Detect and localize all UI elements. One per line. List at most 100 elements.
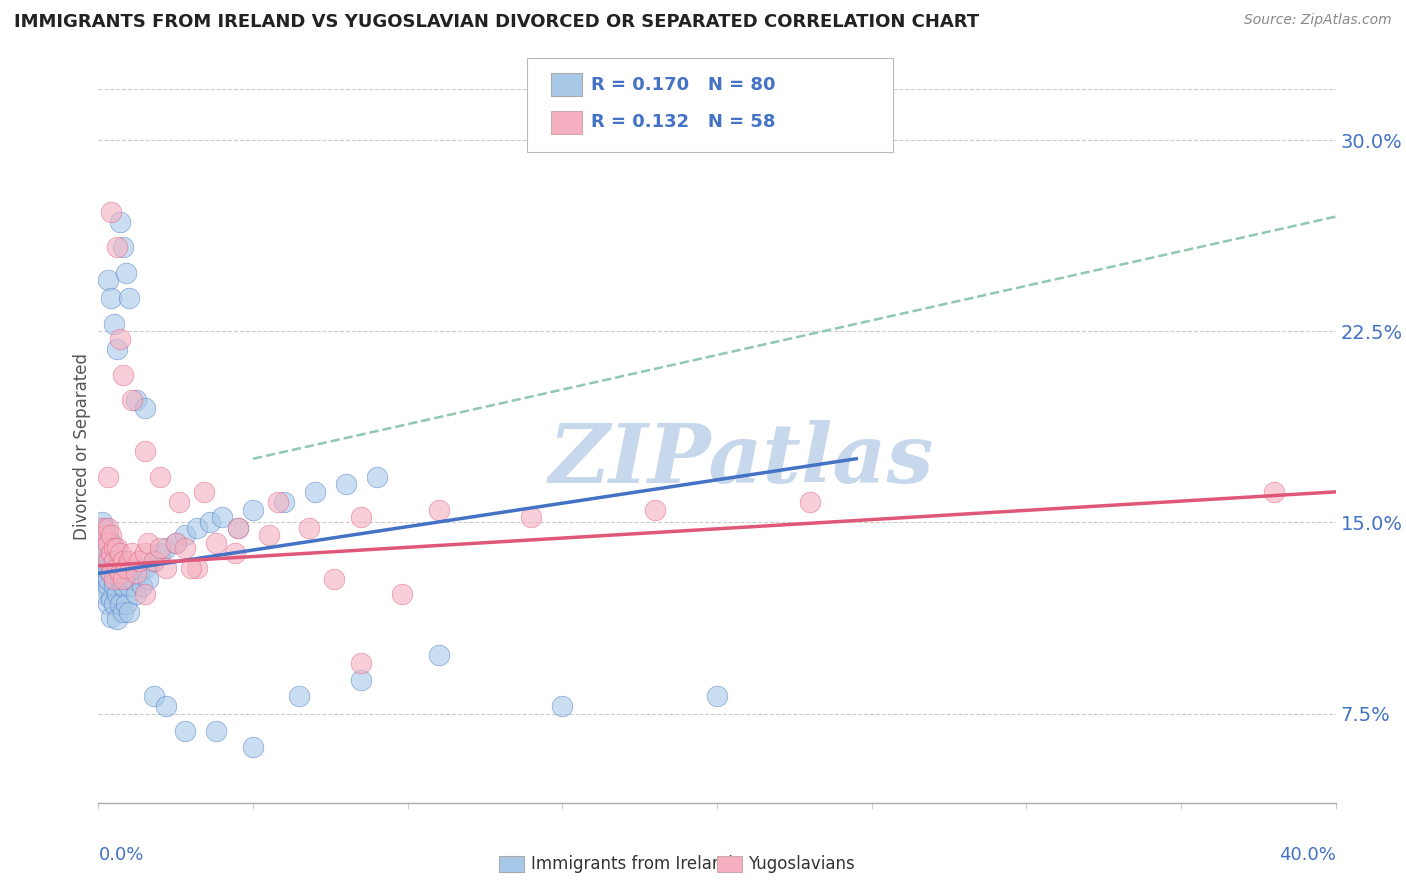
Point (335, 477, 357, 491)
Point (155, 698, 177, 713)
Point (97, 536, 120, 550)
Point (97, 572, 120, 586)
Point (350, 656, 373, 670)
Point (112, 554, 135, 568)
Point (97, 554, 120, 568)
Point (100, 566, 122, 581)
Point (100, 546, 122, 560)
Point (242, 739, 264, 754)
Point (115, 266, 138, 280)
Point (100, 536, 122, 550)
Point (112, 561, 135, 575)
Point (288, 689, 311, 703)
Point (105, 546, 128, 560)
Text: Yugoslavians: Yugoslavians (748, 855, 855, 873)
Point (93, 541, 115, 555)
Point (149, 469, 172, 483)
Point (100, 528, 122, 542)
Point (112, 240, 135, 254)
Text: Source: ZipAtlas.com: Source: ZipAtlas.com (1244, 13, 1392, 28)
Point (186, 561, 208, 575)
Text: ZIPatlas: ZIPatlas (550, 420, 935, 500)
Point (350, 673, 373, 688)
Point (97, 579, 120, 593)
Point (105, 566, 128, 581)
Point (134, 587, 156, 601)
Point (105, 587, 128, 601)
Point (108, 332, 131, 346)
Point (273, 495, 295, 509)
Point (118, 579, 141, 593)
Point (644, 502, 666, 516)
Point (211, 510, 233, 524)
Point (112, 572, 135, 586)
Text: Immigrants from Ireland: Immigrants from Ireland (531, 855, 734, 873)
Point (551, 698, 574, 713)
Point (298, 520, 321, 534)
Point (167, 495, 190, 509)
Point (131, 579, 153, 593)
Point (128, 554, 150, 568)
Point (112, 605, 135, 619)
Point (115, 561, 138, 575)
Point (149, 546, 172, 560)
Point (121, 546, 143, 560)
Point (93, 587, 115, 601)
Point (97, 273, 120, 287)
Point (706, 689, 728, 703)
Point (134, 546, 156, 560)
Point (155, 541, 177, 555)
Text: IMMIGRANTS FROM IRELAND VS YUGOSLAVIAN DIVORCED OR SEPARATED CORRELATION CHART: IMMIGRANTS FROM IRELAND VS YUGOSLAVIAN D… (14, 13, 979, 31)
Point (128, 566, 150, 581)
Point (97, 528, 120, 542)
Point (205, 724, 228, 739)
Point (134, 444, 156, 458)
Point (134, 561, 156, 575)
Point (115, 597, 138, 611)
Point (108, 215, 131, 229)
Point (100, 591, 122, 606)
Point (90, 579, 112, 593)
Point (118, 605, 141, 619)
Point (93, 520, 115, 534)
Point (124, 566, 146, 581)
Point (115, 572, 138, 586)
Point (118, 291, 141, 305)
Point (105, 561, 128, 575)
Point (1263, 484, 1285, 499)
Point (165, 536, 187, 550)
Point (799, 495, 821, 509)
Point (103, 579, 125, 593)
Point (90, 533, 112, 548)
Point (105, 240, 128, 254)
Y-axis label: Divorced or Separated: Divorced or Separated (73, 352, 91, 540)
Point (108, 566, 131, 581)
Point (97, 561, 120, 575)
Point (103, 554, 125, 568)
Point (90, 546, 112, 560)
Point (121, 572, 143, 586)
Point (155, 561, 177, 575)
Point (143, 554, 166, 568)
Point (105, 612, 128, 626)
Point (103, 541, 125, 555)
Point (108, 554, 131, 568)
Point (100, 291, 122, 305)
Point (112, 368, 135, 382)
Point (100, 204, 122, 219)
Point (174, 528, 197, 542)
Point (366, 469, 388, 483)
Point (149, 541, 172, 555)
Point (257, 528, 280, 542)
Point (136, 572, 159, 586)
Point (242, 502, 264, 516)
Point (226, 520, 249, 534)
Point (100, 609, 122, 624)
Point (124, 587, 146, 601)
Point (93, 546, 115, 560)
Point (97, 520, 120, 534)
Point (180, 561, 202, 575)
Text: R = 0.170   N = 80: R = 0.170 N = 80 (591, 76, 775, 94)
Point (103, 572, 125, 586)
Point (105, 342, 128, 356)
